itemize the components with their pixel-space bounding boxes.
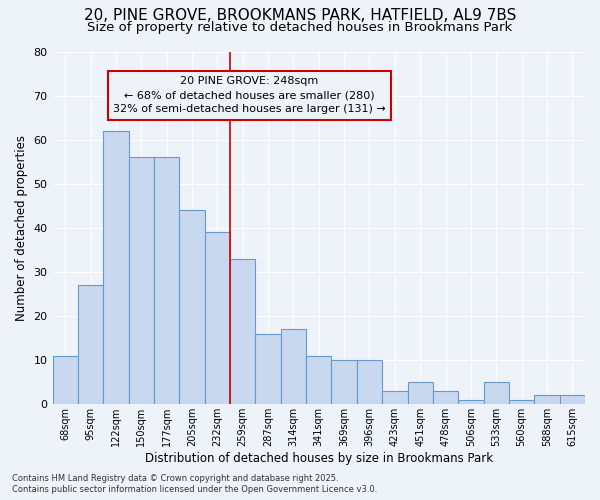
Bar [331,360,357,405]
Bar [433,391,458,404]
Text: 20, PINE GROVE, BROOKMANS PARK, HATFIELD, AL9 7BS: 20, PINE GROVE, BROOKMANS PARK, HATFIELD… [84,8,516,22]
Bar [281,330,306,404]
Bar [357,360,382,405]
Bar [458,400,484,404]
Text: Size of property relative to detached houses in Brookmans Park: Size of property relative to detached ho… [88,21,512,34]
Bar [179,210,205,404]
Bar [560,396,585,404]
Bar [128,158,154,404]
Bar [154,158,179,404]
Bar [53,356,78,405]
Text: 20 PINE GROVE: 248sqm
← 68% of detached houses are smaller (280)
32% of semi-det: 20 PINE GROVE: 248sqm ← 68% of detached … [113,76,386,114]
Bar [484,382,509,404]
Bar [78,285,103,405]
Bar [534,396,560,404]
Bar [103,131,128,404]
Y-axis label: Number of detached properties: Number of detached properties [15,135,28,321]
Bar [407,382,433,404]
Bar [382,391,407,404]
Bar [205,232,230,404]
Bar [509,400,534,404]
Text: Contains HM Land Registry data © Crown copyright and database right 2025.
Contai: Contains HM Land Registry data © Crown c… [12,474,377,494]
Bar [306,356,331,405]
X-axis label: Distribution of detached houses by size in Brookmans Park: Distribution of detached houses by size … [145,452,493,465]
Bar [256,334,281,404]
Bar [230,259,256,404]
